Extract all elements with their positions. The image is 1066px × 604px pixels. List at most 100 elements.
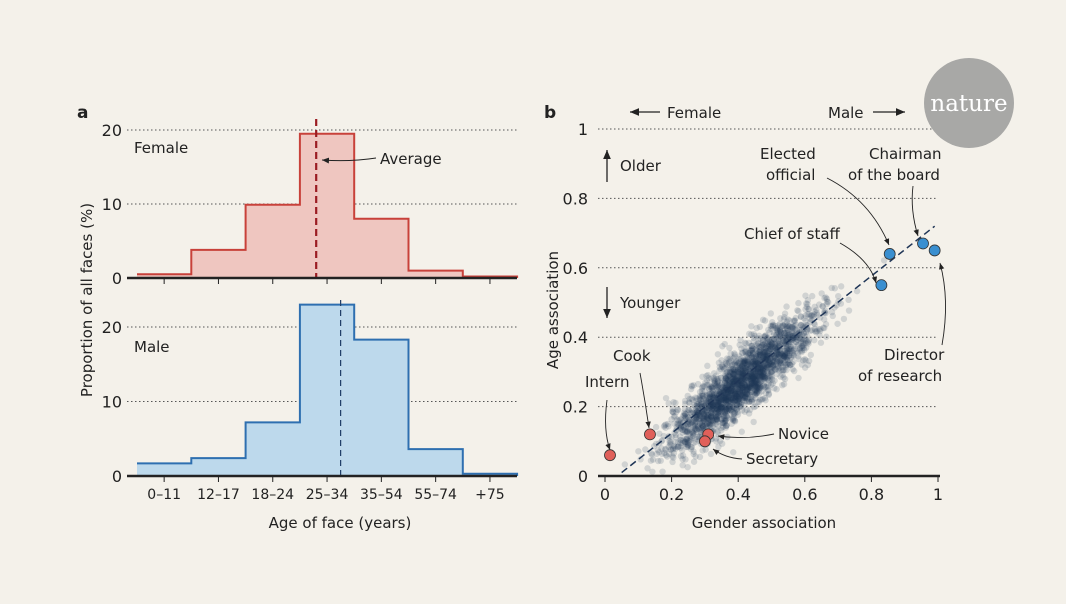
scatter-point xyxy=(746,387,754,394)
scatter-point xyxy=(741,358,748,366)
scatter-point xyxy=(794,336,801,344)
scatter-point xyxy=(732,393,740,401)
scatter-point xyxy=(803,332,811,340)
scatter-point xyxy=(796,327,803,334)
scatter-point xyxy=(751,372,758,379)
scatter-point xyxy=(706,421,713,428)
scatter-point xyxy=(696,412,704,420)
y-axis-title: Proportion of all faces (%) xyxy=(78,203,96,397)
scatter-point xyxy=(730,417,737,424)
scatter-point xyxy=(741,339,749,347)
scatter-point xyxy=(684,409,691,416)
scatter-point xyxy=(757,364,765,372)
scatter-point xyxy=(743,366,750,374)
scatter-point xyxy=(729,365,736,373)
scatter-point xyxy=(785,326,792,334)
scatter-point xyxy=(748,353,756,360)
scatter-point xyxy=(721,396,729,404)
point-label: Elected official xyxy=(760,145,816,184)
scatter-point xyxy=(783,344,790,351)
scatter-point xyxy=(748,371,755,378)
scatter-point xyxy=(735,370,743,378)
scatter-point xyxy=(798,347,805,355)
scatter-point xyxy=(765,336,772,343)
scatter-point xyxy=(780,353,788,360)
scatter-point xyxy=(726,391,733,399)
scatter-point xyxy=(649,456,657,463)
scatter-point xyxy=(714,404,722,411)
scatter-point xyxy=(729,403,737,411)
scatter-point xyxy=(754,342,761,350)
scatter-point xyxy=(763,353,771,361)
scatter-point xyxy=(703,391,711,398)
scatter-point xyxy=(755,351,762,359)
scatter-point xyxy=(760,370,767,378)
scatter-point xyxy=(777,357,785,364)
scatter-point xyxy=(726,372,733,379)
scatter-point xyxy=(786,317,793,324)
scatter-point xyxy=(684,418,691,426)
scatter-point xyxy=(768,323,775,330)
scatter-point xyxy=(677,444,684,451)
scatter-point xyxy=(745,398,753,405)
scatter-point xyxy=(759,374,767,381)
scatter-point xyxy=(707,417,715,425)
scatter-point xyxy=(680,424,688,431)
scatter-point xyxy=(730,371,737,378)
scatter-point xyxy=(779,366,787,374)
scatter-point xyxy=(716,403,723,410)
scatter-point xyxy=(759,375,767,383)
scatter-point xyxy=(766,377,773,384)
scatter-point xyxy=(754,367,761,374)
scatter-point xyxy=(717,374,725,381)
scatter-point xyxy=(719,364,727,371)
scatter-point xyxy=(807,327,814,334)
scatter-point xyxy=(768,340,775,347)
scatter-point xyxy=(703,422,710,429)
scatter-point xyxy=(727,398,734,406)
histogram-outline-male xyxy=(137,303,519,476)
scatter-point xyxy=(762,359,770,366)
scatter-point xyxy=(801,356,808,363)
scatter-point xyxy=(684,428,692,436)
scatter-point xyxy=(768,368,776,375)
scatter-point xyxy=(880,257,888,264)
scatter-point xyxy=(805,357,813,365)
scatter-point xyxy=(754,360,761,367)
scatter-point xyxy=(781,375,789,383)
scatter-point xyxy=(739,369,746,377)
scatter-point xyxy=(722,412,730,420)
scatter-point xyxy=(811,325,819,333)
scatter-point xyxy=(762,374,770,382)
scatter-point xyxy=(774,355,781,362)
scatter-point xyxy=(708,400,715,407)
scatter-point xyxy=(770,358,777,366)
scatter-point xyxy=(726,366,734,374)
scatter-point xyxy=(741,367,748,374)
scatter-point xyxy=(752,353,759,360)
scatter-point xyxy=(733,406,740,413)
scatter-point xyxy=(732,373,739,380)
scatter-point xyxy=(642,446,649,453)
scatter-point xyxy=(717,398,724,405)
scatter-point xyxy=(755,373,762,380)
scatter-point xyxy=(669,446,677,453)
scatter-point xyxy=(706,391,713,398)
scatter-point xyxy=(761,365,769,373)
scatter-point xyxy=(727,369,734,377)
scatter-point xyxy=(735,399,743,407)
scatter-point xyxy=(735,359,743,366)
scatter-point xyxy=(757,361,764,369)
scatter-point xyxy=(734,385,741,393)
scatter-point xyxy=(752,403,759,410)
scatter-point xyxy=(761,376,768,383)
scatter-point xyxy=(726,368,733,376)
scatter-point xyxy=(742,340,750,347)
scatter-point xyxy=(688,419,695,426)
scatter-point xyxy=(760,365,767,372)
scatter-point xyxy=(690,450,697,458)
scatter-point xyxy=(748,374,755,381)
scatter-point xyxy=(736,341,743,349)
scatter-point xyxy=(699,418,706,426)
scatter-point xyxy=(742,394,749,402)
